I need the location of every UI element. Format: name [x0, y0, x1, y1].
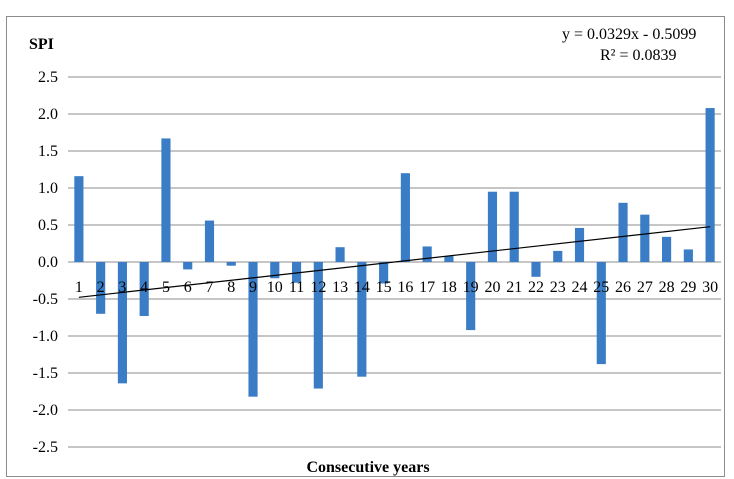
x-tick-label: 27: [637, 279, 653, 296]
bar-15: [379, 262, 389, 284]
x-tick-label: 26: [615, 279, 631, 296]
x-tick-label: 7: [205, 279, 213, 296]
x-tick-label: 21: [506, 279, 522, 296]
trendline-group: [78, 226, 711, 298]
spi-bar-chart: 2.5 2.0 1.5 1.0 0.5 0.0 -0.5 -1.0 -1.5 -2.0 -2.5 1…: [29, 26, 721, 476]
bar-4: [139, 262, 149, 317]
x-axis-title: Consecutive years: [306, 459, 429, 476]
x-tick-label: 29: [680, 279, 696, 296]
x-tick-label: 16: [397, 279, 413, 296]
bar-12: [313, 262, 323, 389]
x-tick-label: 12: [310, 279, 326, 296]
y-axis-tick-labels: 2.5 2.0 1.5 1.0 0.5 0.0 -0.5 -1.0 -1.5 -2.0 -2.5: [33, 69, 58, 456]
x-tick-label: 24: [572, 279, 588, 296]
trendline-r-squared: R² = 0.0839: [600, 47, 677, 64]
bar-6: [183, 262, 193, 270]
x-tick-label: 23: [550, 279, 566, 296]
bar-18: [444, 256, 454, 262]
bar-22: [531, 262, 541, 277]
bar-30: [705, 108, 715, 262]
bar-series: [74, 108, 715, 397]
x-axis-tick-labels: 1 2 3 4 5 6 7 8 9 10 11 12 13 14 15 16 17 18 19 20 21 22 23 24 2…: [75, 279, 718, 296]
bar-13: [335, 247, 345, 262]
bar-19: [466, 262, 476, 331]
trendline-equation: y = 0.0329x - 0.5099: [562, 26, 696, 43]
y-tick-label: -2.5: [33, 439, 58, 456]
y-axis-title: SPI: [29, 36, 54, 53]
bar-21: [509, 191, 519, 262]
bar-20: [487, 191, 498, 262]
y-tick-label: 0.0: [38, 254, 58, 271]
bar-16: [400, 173, 410, 262]
chart-frame: 2.5 2.0 1.5 1.0 0.5 0.0 -0.5 -1.0 -1.5 -2.0 -2.5 1…: [6, 16, 725, 477]
bar-26: [618, 202, 628, 262]
x-tick-label: 11: [289, 279, 304, 296]
x-tick-label: 5: [162, 279, 170, 296]
bar-2: [96, 262, 106, 314]
y-tick-label: 2.5: [38, 69, 58, 86]
x-tick-label: 10: [267, 279, 283, 296]
bar-23: [553, 250, 563, 262]
x-tick-label: 1: [75, 279, 83, 296]
x-tick-label: 30: [702, 279, 718, 296]
bar-28: [662, 236, 672, 262]
x-tick-label: 18: [441, 279, 457, 296]
x-tick-label: 6: [184, 279, 192, 296]
bar-27: [640, 214, 650, 262]
bar-1: [74, 176, 84, 262]
x-tick-label: 22: [528, 279, 544, 296]
bar-7: [204, 220, 215, 262]
x-tick-label: 17: [419, 279, 435, 296]
linear-trendline: [78, 226, 711, 298]
y-tick-label: 1.0: [38, 180, 58, 197]
bar-29: [683, 249, 693, 262]
x-tick-label: 9: [249, 279, 257, 296]
y-tick-label: -0.5: [33, 291, 58, 308]
y-tick-label: 1.5: [38, 143, 58, 160]
x-tick-label: 3: [118, 279, 126, 296]
bar-3: [117, 262, 127, 384]
x-tick-label: 4: [140, 279, 148, 296]
x-tick-label: 19: [463, 279, 479, 296]
x-tick-label: 13: [332, 279, 348, 296]
x-tick-label: 25: [593, 279, 609, 296]
bar-17: [422, 246, 432, 262]
x-tick-label: 28: [659, 279, 675, 296]
bar-25: [596, 262, 606, 365]
y-tick-label: -1.5: [33, 365, 58, 382]
bar-8: [226, 262, 236, 266]
bar-5: [161, 138, 171, 262]
x-tick-label: 8: [227, 279, 235, 296]
bar-24: [574, 227, 585, 262]
bar-14: [357, 262, 367, 377]
bar-9: [248, 262, 258, 397]
y-tick-label: -2.0: [33, 402, 58, 419]
x-tick-label: 2: [97, 279, 105, 296]
bar-10: [270, 262, 280, 279]
x-tick-label: 15: [376, 279, 392, 296]
y-tick-label: 2.0: [38, 106, 58, 123]
y-tick-label: 0.5: [38, 217, 58, 234]
y-tick-label: -1.0: [33, 328, 58, 345]
x-tick-label: 20: [484, 279, 500, 296]
x-tick-label: 14: [354, 279, 370, 296]
